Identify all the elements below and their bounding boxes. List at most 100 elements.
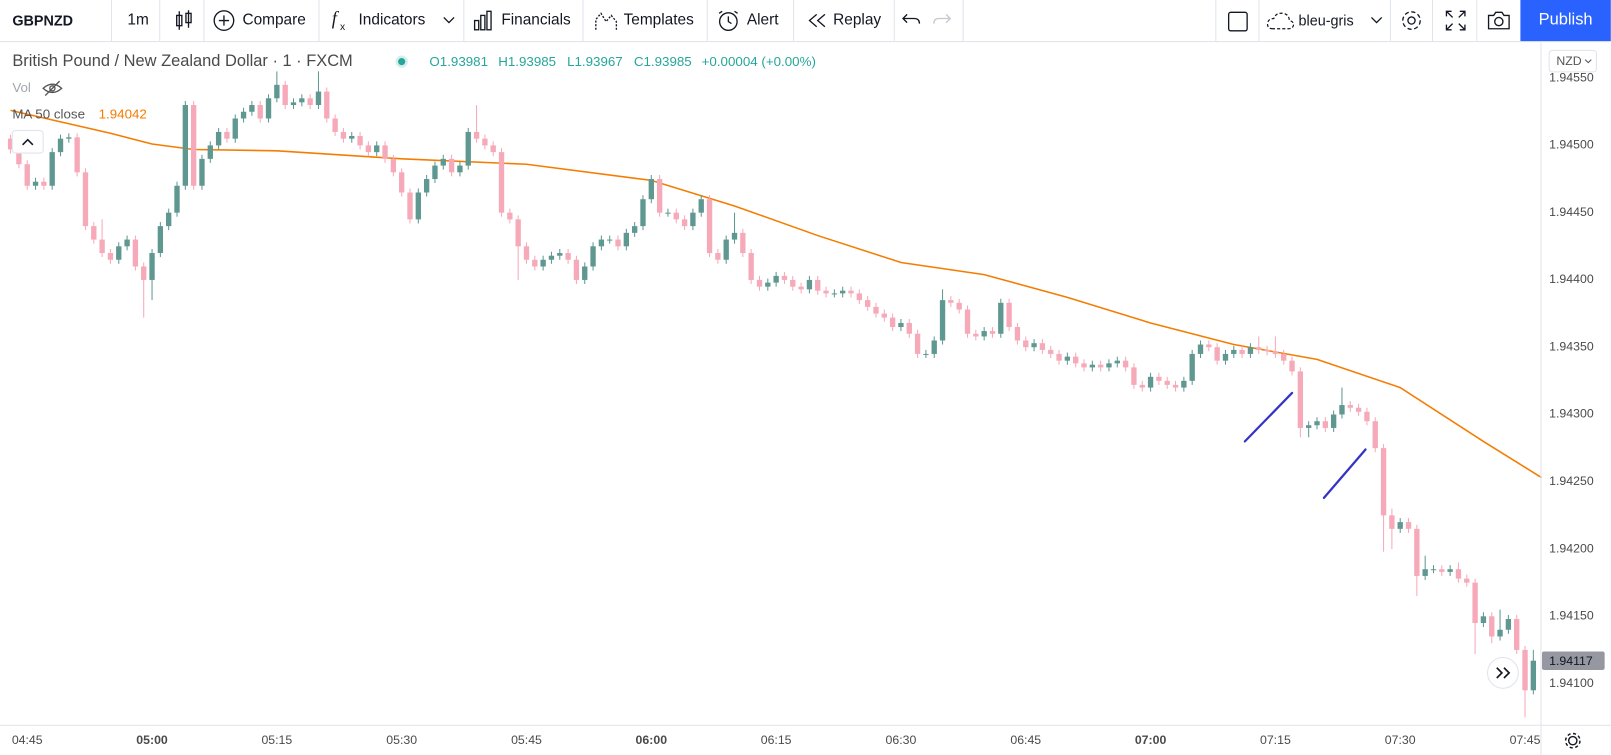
candle-body	[598, 239, 605, 247]
candle-body	[631, 226, 638, 233]
candle-body	[1073, 356, 1079, 364]
candle-body	[1489, 616, 1495, 637]
candle-body	[1247, 347, 1254, 354]
snapshot-icon[interactable]	[1487, 9, 1512, 32]
candle-body	[1131, 367, 1137, 385]
candle-body	[1206, 344, 1212, 348]
candle-body	[357, 135, 363, 146]
ma-layer	[10, 109, 1543, 479]
candle-body	[498, 152, 505, 213]
candle-body	[1064, 356, 1071, 361]
candle-body	[1314, 421, 1320, 426]
financials-button[interactable]: Financials	[501, 11, 571, 29]
candle-body	[557, 253, 563, 256]
candle-body	[1172, 384, 1179, 388]
axis-settings[interactable]	[1564, 732, 1581, 749]
x-tick-label: 06:15	[761, 733, 792, 747]
x-tick-label: 07:00	[1135, 733, 1167, 747]
cloud-icon[interactable]	[1266, 10, 1297, 31]
candle-body	[1505, 618, 1512, 630]
candle-body	[132, 239, 139, 267]
interval[interactable]: 1m	[127, 11, 149, 29]
ohlc-high: H1.93985	[498, 54, 556, 69]
candle-body	[864, 300, 871, 307]
candle-body	[215, 131, 222, 146]
candle-body	[315, 91, 322, 106]
fullscreen-icon[interactable]	[1444, 9, 1467, 32]
layout-name[interactable]: bleu-gris	[1298, 12, 1354, 29]
candle-body	[914, 333, 921, 354]
candle-body	[715, 253, 721, 260]
x-tick-label: 06:00	[636, 733, 668, 747]
vol-label[interactable]: Vol	[12, 80, 31, 95]
candle-body	[1289, 360, 1295, 372]
layout-chevron[interactable]	[1370, 16, 1383, 24]
currency-select[interactable]	[1548, 49, 1597, 73]
candle-body	[831, 293, 838, 295]
collapse-button[interactable]	[11, 129, 44, 154]
candle-body	[1023, 340, 1029, 348]
candle-body	[124, 239, 130, 247]
separator	[893, 0, 895, 42]
candle-body	[1514, 618, 1520, 650]
candle-body	[1272, 351, 1279, 354]
candle-body	[16, 149, 22, 165]
candle-type-icon[interactable]	[174, 9, 195, 32]
candle-body	[1039, 343, 1046, 350]
eye-off-icon[interactable]	[42, 80, 63, 97]
replay-button[interactable]: Replay	[833, 11, 882, 29]
separator	[1258, 0, 1260, 42]
currency-label: NZD	[1556, 54, 1581, 68]
candle-body	[823, 290, 829, 294]
compare-icon[interactable]	[213, 9, 236, 32]
undo-icon[interactable]	[902, 12, 921, 26]
alert-button[interactable]: Alert	[746, 11, 779, 29]
ma-value: 1.94042	[99, 107, 147, 122]
indicators-button[interactable]: Indicators	[358, 11, 426, 29]
last-price-tag	[1541, 651, 1605, 670]
candle-body	[24, 164, 30, 186]
candle-body	[607, 239, 613, 241]
replay-icon[interactable]	[806, 12, 829, 28]
symbol[interactable]: GBPNZD	[12, 12, 74, 29]
ohlc-close: C1.93985	[634, 54, 692, 69]
financials-icon[interactable]	[473, 9, 496, 32]
y-tick-label: 1.94100	[1549, 676, 1594, 690]
candle-body	[1422, 569, 1428, 576]
candle-body	[1014, 327, 1021, 341]
candle-body	[998, 302, 1004, 334]
ma-label[interactable]: MA 50 close	[12, 107, 85, 122]
candle-body	[640, 199, 646, 227]
candle-body	[623, 232, 630, 247]
compare-button[interactable]: Compare	[242, 11, 306, 29]
templates-icon[interactable]	[594, 9, 619, 32]
select-icon[interactable]	[1227, 10, 1250, 33]
candle-body	[282, 84, 288, 106]
y-tick-label: 1.94500	[1549, 138, 1594, 152]
candle-body	[906, 322, 912, 334]
candle-body	[1472, 582, 1478, 624]
candle-body	[57, 138, 64, 153]
indicators-chevron[interactable]	[443, 16, 455, 24]
candle-body	[1139, 384, 1145, 388]
candle-body	[1097, 364, 1104, 368]
candle-body	[349, 135, 355, 139]
templates-button[interactable]: Templates	[623, 11, 694, 29]
candle-body	[1430, 569, 1437, 571]
alert-icon[interactable]	[716, 9, 741, 34]
candle-body	[274, 84, 280, 99]
settings-icon[interactable]	[1400, 9, 1423, 32]
candle-body	[473, 131, 480, 139]
candle-body	[723, 239, 729, 260]
separator	[706, 0, 708, 42]
publish-button[interactable]: Publish	[1520, 0, 1611, 42]
candle-body	[49, 152, 55, 186]
candle-body	[748, 253, 754, 280]
redo-icon[interactable]	[933, 12, 952, 26]
candle-body	[407, 192, 413, 220]
candle-body	[174, 185, 180, 213]
x-tick-label: 07:30	[1385, 733, 1416, 747]
candle-body	[1181, 380, 1187, 388]
